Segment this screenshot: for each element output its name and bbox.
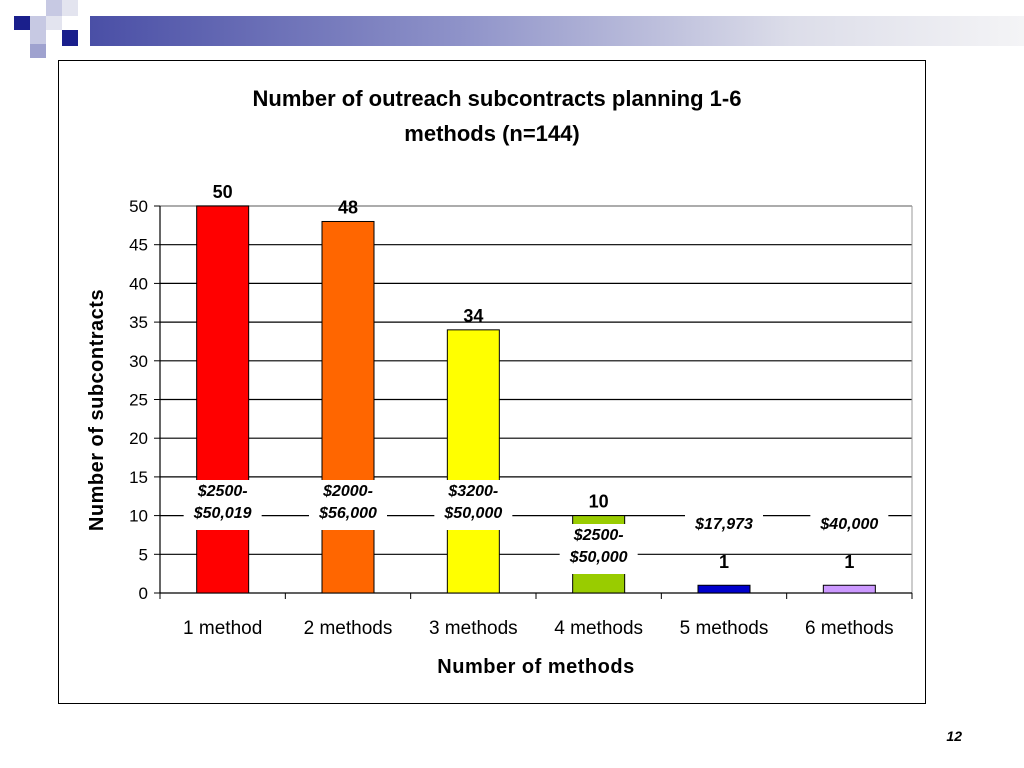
y-tick-label: 35 xyxy=(129,313,148,332)
annotation-text: $40,000 xyxy=(819,516,878,533)
deco-square xyxy=(30,30,46,44)
data-label: 1 xyxy=(719,552,729,572)
annotation-text: $17,973 xyxy=(694,516,753,533)
annotation-box xyxy=(685,513,763,541)
annotation-text: $2500- xyxy=(197,483,248,500)
annotation-text: $50,019 xyxy=(193,505,252,522)
x-axis-ticks: 1 method 2 methods 3 methods 4 methods 5 met… xyxy=(159,593,913,639)
y-tick-label: 25 xyxy=(129,391,148,410)
x-tick-label: 3 methods xyxy=(429,618,518,639)
x-tick-label: 4 methods xyxy=(554,618,643,639)
y-tick-label: 0 xyxy=(139,584,148,603)
annotation-box xyxy=(559,524,638,574)
x-tick-label: 6 methods xyxy=(805,618,894,639)
y-axis-label: Number of subcontracts xyxy=(86,289,108,531)
data-labels: 50 48 34 10 1 1 xyxy=(213,182,855,572)
y-tick-label: 20 xyxy=(129,429,148,448)
annotation-text: $50,000 xyxy=(443,505,502,522)
annotation-text: $2000- xyxy=(322,483,373,500)
deco-square xyxy=(46,0,62,16)
y-tick-label: 40 xyxy=(129,274,148,293)
annotation-text: $56,000 xyxy=(318,505,377,522)
y-tick-label: 15 xyxy=(129,468,148,487)
y-tick-label: 10 xyxy=(129,507,148,526)
data-label: 50 xyxy=(213,182,233,202)
deco-square xyxy=(62,30,78,46)
y-tick-label: 45 xyxy=(129,236,148,255)
y-axis-ticks: 0 5 10 15 20 25 30 35 40 45 50 xyxy=(129,197,160,603)
deco-square xyxy=(30,16,46,30)
y-tick-label: 5 xyxy=(139,545,148,564)
annotation-text: $2500- xyxy=(573,527,624,544)
data-label: 10 xyxy=(589,492,609,512)
bar xyxy=(697,584,751,594)
annotation-text: $50,000 xyxy=(569,549,628,566)
bar xyxy=(822,584,876,594)
annotation-text: $3200- xyxy=(447,483,498,500)
deco-square xyxy=(30,44,46,58)
gridlines xyxy=(159,205,913,594)
bar xyxy=(196,205,250,594)
chart-title: Number of outreach subcontracts planning… xyxy=(253,86,742,146)
x-tick-label: 5 methods xyxy=(680,618,769,639)
annotation-box xyxy=(309,480,387,530)
annotation-box xyxy=(434,480,513,530)
data-label: 34 xyxy=(463,306,483,326)
x-tick-label: 1 method xyxy=(183,618,262,639)
x-axis-label: Number of methods xyxy=(437,656,634,678)
annotations: $2500- $50,019 $2000- $56,000 $3200- $50,000 $… xyxy=(183,480,889,574)
y-tick-label: 50 xyxy=(129,197,148,216)
x-tick-label: 2 methods xyxy=(304,618,393,639)
bar xyxy=(446,329,500,594)
deco-square xyxy=(14,16,30,30)
chart-title-line: methods (n=144) xyxy=(404,121,579,146)
annotation-box xyxy=(183,480,262,530)
deco-square xyxy=(62,0,78,16)
annotation-box xyxy=(810,513,889,541)
bar xyxy=(321,220,375,594)
header-gradient-bar xyxy=(90,16,1024,46)
deco-square xyxy=(46,16,62,30)
data-label: 48 xyxy=(338,197,358,217)
slide-number: 12 xyxy=(946,728,962,744)
y-tick-label: 30 xyxy=(129,352,148,371)
data-label: 1 xyxy=(844,552,854,572)
chart-title-line: Number of outreach subcontracts planning… xyxy=(253,86,742,111)
